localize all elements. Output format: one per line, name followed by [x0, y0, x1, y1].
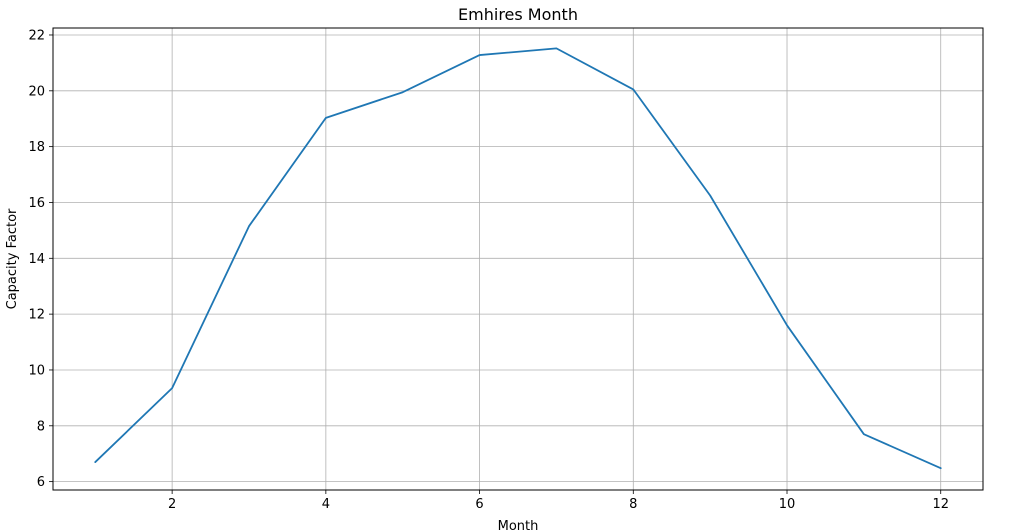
- series-line: [94, 47, 942, 470]
- x-tick-label: 12: [932, 497, 949, 512]
- y-tick-label: 12: [28, 308, 45, 323]
- y-tick-label: 8: [37, 419, 45, 434]
- x-tick-label: 4: [322, 497, 330, 512]
- x-tick-label: 2: [168, 497, 176, 512]
- y-tick-label: 14: [28, 252, 45, 267]
- y-axis: 6 8 10 12 14 16 18 20 22: [28, 28, 53, 490]
- y-axis-label: Capacity Factor: [5, 208, 20, 309]
- x-tick-label: 10: [779, 497, 796, 512]
- x-tick-label: 6: [475, 497, 483, 512]
- y-tick-label: 16: [28, 196, 45, 211]
- grid: [53, 28, 983, 490]
- y-tick-label: 20: [28, 84, 45, 99]
- y-tick-label: 6: [37, 475, 45, 490]
- chart-title: Emhires Month: [458, 5, 578, 24]
- plot-frame: [52, 27, 984, 491]
- y-tick-label: 18: [28, 140, 45, 155]
- x-axis: 2 4 6 8 10 12: [168, 490, 949, 512]
- x-axis-label: Month: [498, 519, 539, 532]
- y-tick-label: 10: [28, 363, 45, 378]
- y-tick-label: 22: [28, 28, 45, 43]
- x-tick-label: 8: [629, 497, 637, 512]
